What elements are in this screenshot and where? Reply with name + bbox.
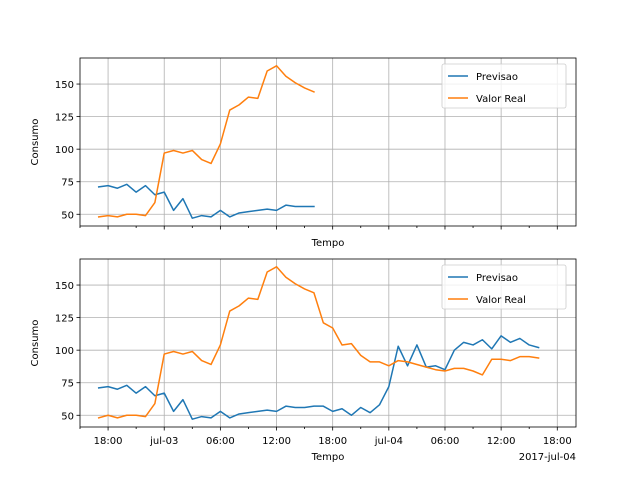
series-line-previsao [97,183,315,219]
x-axis-label: Tempo [311,238,345,249]
chart-panel-2: 50 75 100 125 150 18:00 jul-03 06:00 12:00 18:00 j… [30,258,577,463]
x-tick-label: jul-04 [374,436,403,447]
chart-panel-1: 50 75 100 125 150 Tempo Consumo Previsao Valor R… [30,57,577,249]
y-axis-label: Consumo [30,320,41,367]
y-tick-label: 100 [55,346,74,357]
x-tick-label: 12:00 [487,436,516,447]
x-tick-label: 06:00 [206,436,235,447]
legend-box [441,264,567,310]
legend-label: Valor Real [476,295,526,306]
axes-frame [79,57,577,227]
x-tick-label: 18:00 [543,436,572,447]
legend-label: Previsao [476,72,518,83]
y-tick-label: 50 [61,210,74,221]
x-tick-label: 06:00 [431,436,460,447]
legend: Previsao Valor Real [441,264,567,310]
y-tick-label: 150 [55,80,74,91]
y-tick-label: 75 [61,379,74,390]
x-tick-label: 18:00 [318,436,347,447]
y-tick-label: 75 [61,178,74,189]
x-tick-label: 12:00 [262,436,291,447]
y-tick-label: 100 [55,145,74,156]
x-axis-label: Tempo [311,452,345,463]
x-offset-label: 2017-jul-04 [519,452,576,463]
grid [80,259,576,427]
series-line-valor-real [97,266,540,419]
legend-label: Valor Real [476,94,526,105]
y-tick-label: 50 [61,411,74,422]
series-line-previsao [97,335,540,420]
x-tick-label: 18:00 [94,436,123,447]
x-tick-label: jul-03 [149,436,178,447]
series-line-valor-real [97,65,315,218]
legend-label: Previsao [476,273,518,284]
y-tick-label: 125 [55,113,74,124]
axes-frame [79,258,577,428]
legend: Previsao Valor Real [441,63,567,109]
legend-box [441,63,567,109]
y-axis-label: Consumo [30,119,41,166]
y-tick-label: 150 [55,281,74,292]
y-tick-label: 125 [55,314,74,325]
